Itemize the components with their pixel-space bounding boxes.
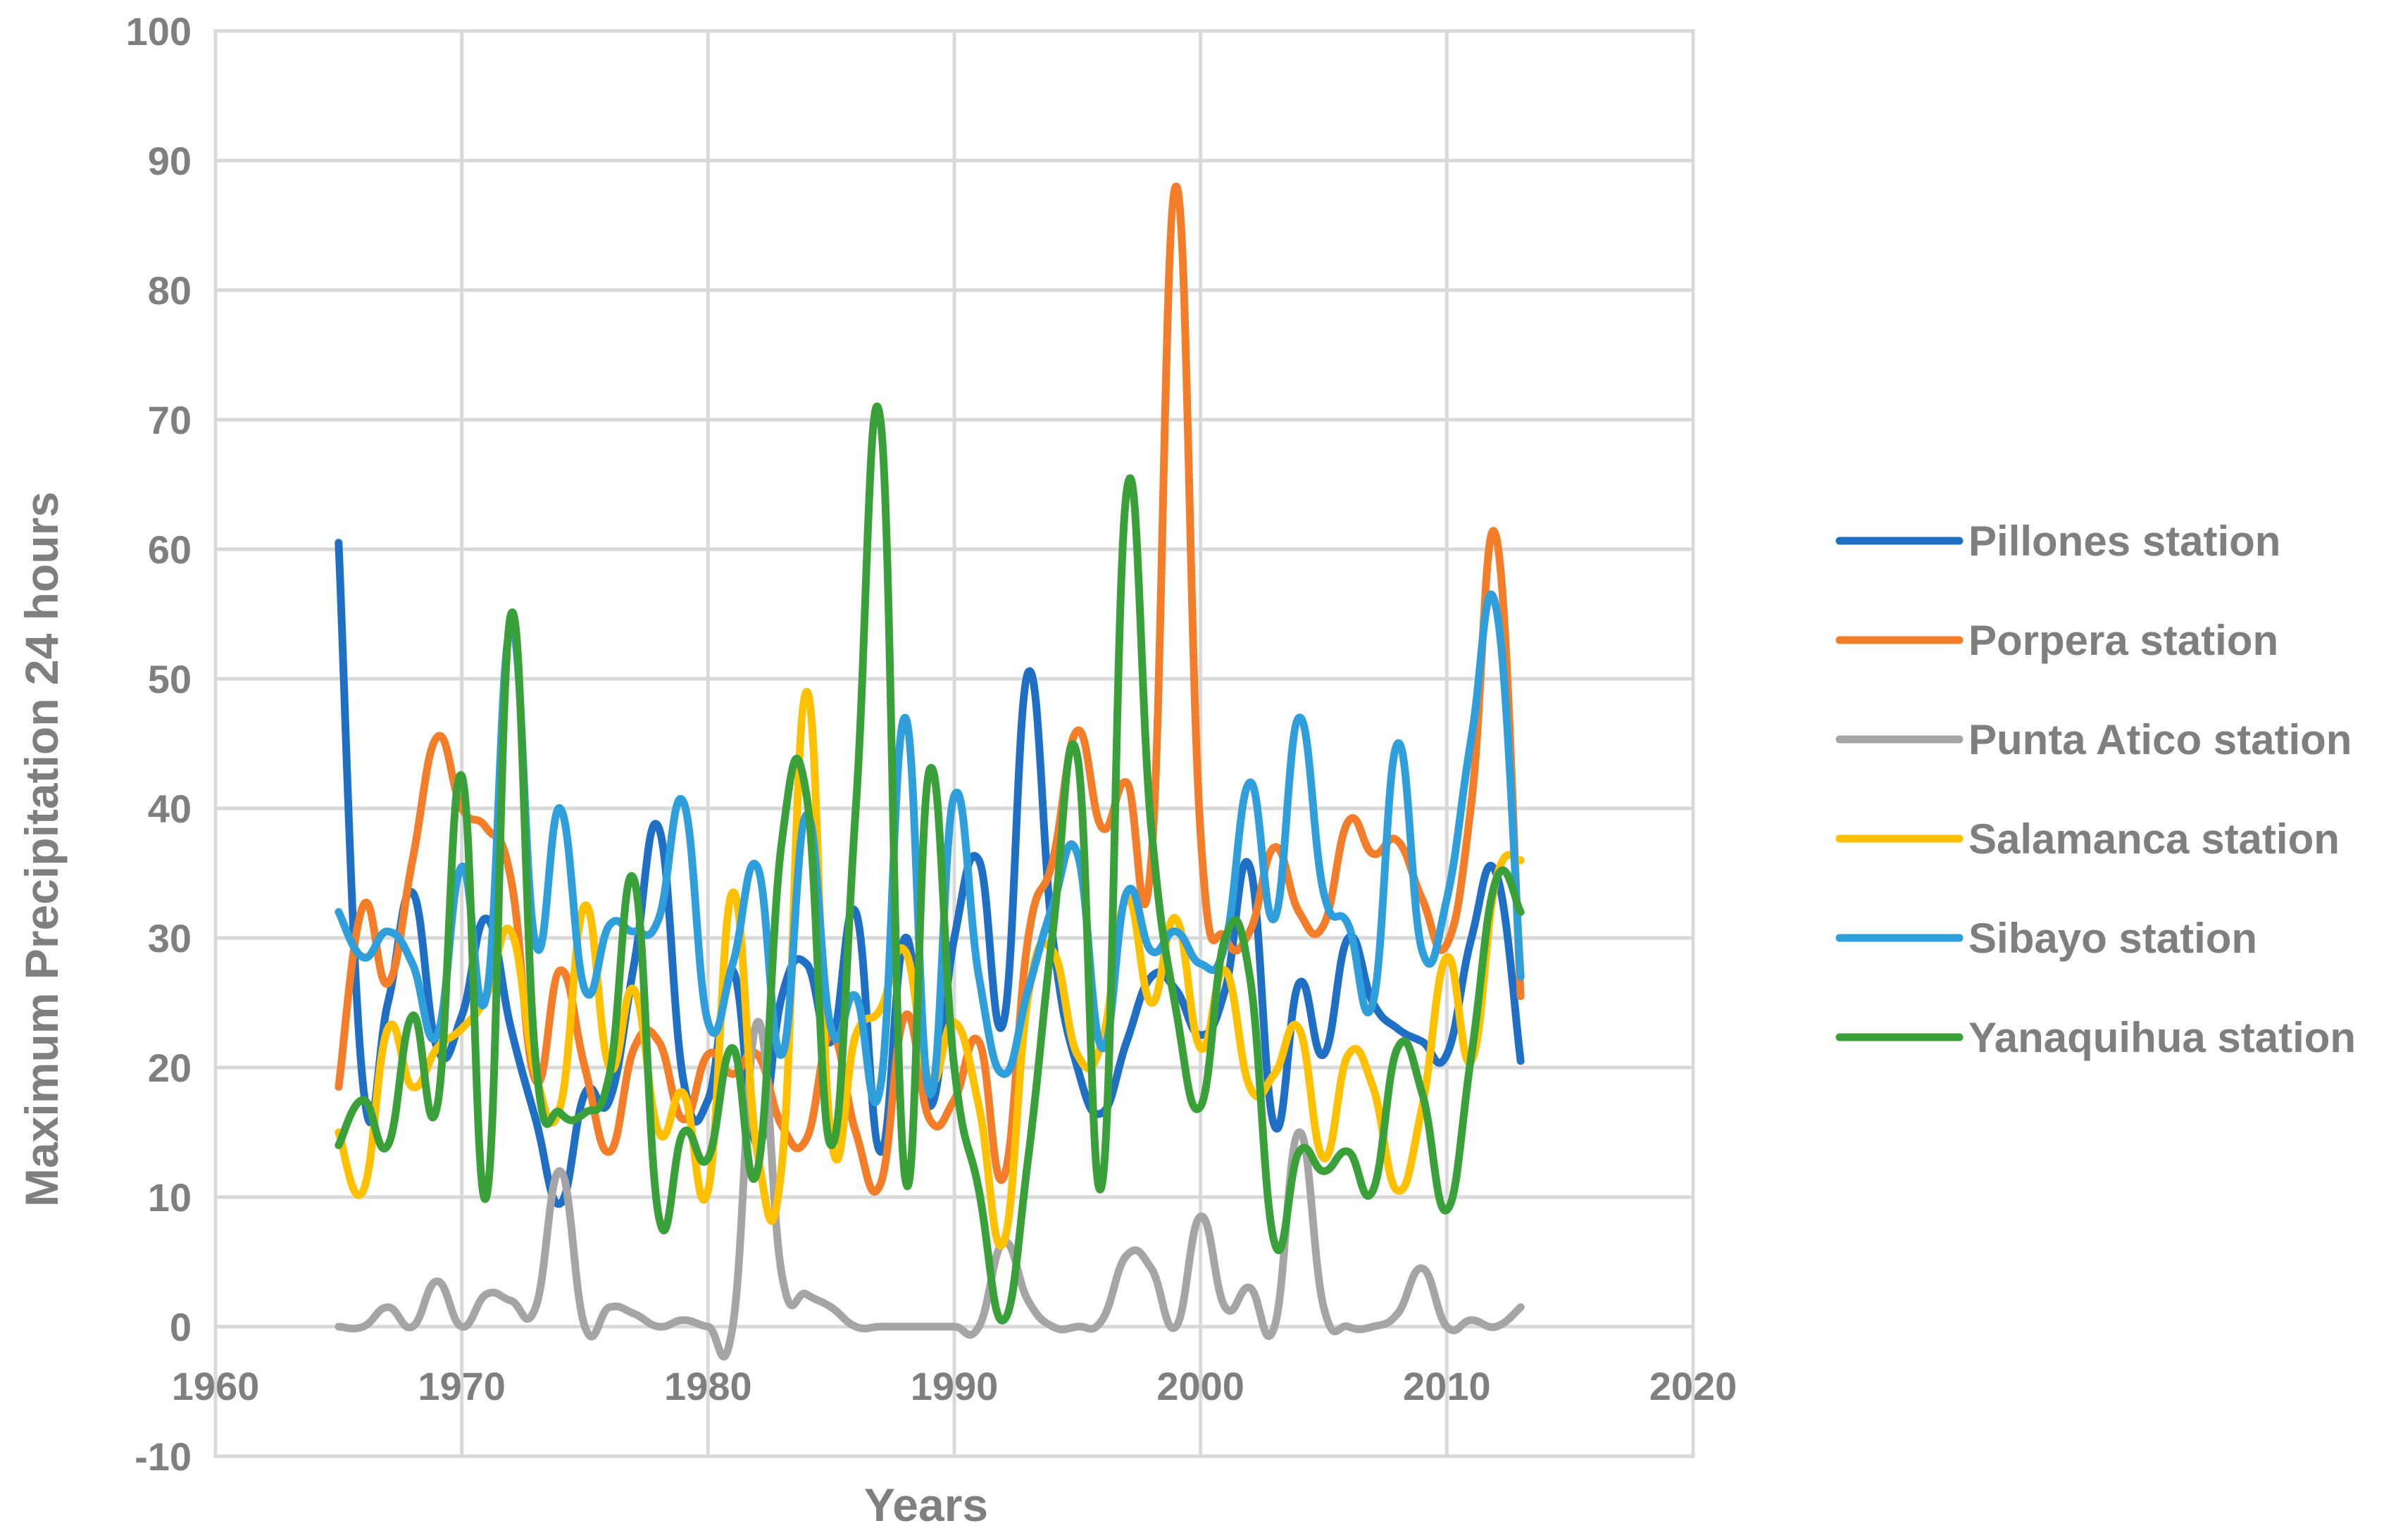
y-tick-label: 80 (148, 268, 192, 313)
y-tick-label: 10 (148, 1175, 192, 1220)
y-tick-label: 0 (170, 1305, 192, 1349)
y-tick-label: 50 (148, 657, 192, 701)
x-tick-label: 1970 (418, 1364, 506, 1408)
x-tick-label: 2000 (1156, 1364, 1244, 1408)
legend-label-pillones-station: Pillones station (1968, 518, 2280, 565)
y-tick-label: 90 (148, 139, 192, 183)
x-tick-label: 1980 (664, 1364, 752, 1408)
x-tick-label: 2010 (1403, 1364, 1491, 1408)
x-tick-label: 2020 (1649, 1364, 1737, 1408)
y-tick-label: 70 (148, 398, 192, 442)
y-tick-label: 20 (148, 1046, 192, 1090)
series-line-punta-atico-station (335, 1018, 1525, 1361)
legend-label-sibayo-station: Sibayo station (1968, 915, 2257, 962)
y-axis-title: Maximum Precipitation 24 hours (15, 492, 68, 1207)
series-lines (335, 182, 1525, 1361)
legend-label-punta-atico-station: Punta Atico station (1968, 716, 2352, 763)
y-tick-label: -10 (135, 1434, 192, 1479)
y-tick-label: 30 (148, 916, 192, 960)
axes: -10 0 10 20 30 40 50 60 70 80 90 100 1960 1970 1980 199… (126, 9, 1737, 1479)
y-tick-label: 100 (126, 9, 192, 54)
plot-area-border (213, 29, 1695, 1458)
legend: Pillones station Porpera station Punta Ati… (1835, 518, 2356, 1061)
x-tick-label: 1960 (172, 1364, 260, 1408)
y-tick-label: 60 (148, 527, 192, 572)
y-tick-label: 40 (148, 787, 192, 831)
legend-label-yanaquihua-station: Yanaquihua station (1968, 1014, 2356, 1061)
legend-label-porpera-station: Porpera station (1968, 617, 2278, 664)
x-axis-title: Years (864, 1479, 988, 1531)
x-tick-label: 1990 (911, 1364, 999, 1408)
series-line-yanaquihua-station (335, 402, 1525, 1325)
legend-label-salamanca-station: Salamanca station (1968, 815, 2340, 863)
